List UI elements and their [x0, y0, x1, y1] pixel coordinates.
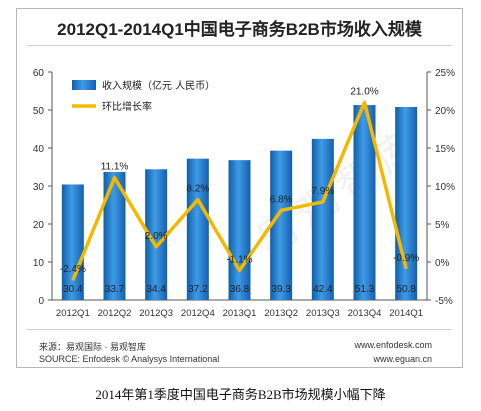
right-tick-label: -5%	[435, 296, 453, 307]
left-tick-label: 50	[33, 106, 45, 117]
bar-value-label: 33.7	[105, 284, 125, 295]
x-tick-label: 2013Q4	[348, 308, 382, 319]
bar-value-label: 36.8	[230, 284, 250, 295]
left-tick-label: 30	[33, 182, 45, 193]
legend-line-label: 环比增长率	[102, 100, 152, 113]
x-tick-label: 2012Q1	[56, 308, 90, 319]
left-tick-label: 20	[33, 220, 45, 231]
figure-caption: 2014年第1季度中国电子商务B2B市场规模小幅下降	[95, 387, 386, 402]
line-value-label: -0.9%	[393, 253, 419, 264]
bar-2012Q2	[103, 171, 126, 300]
legend-bar-label: 收入规模（亿元 人民币）	[102, 79, 215, 92]
bar-value-label: 51.3	[355, 284, 375, 295]
x-tick-label: 2012Q3	[139, 308, 173, 319]
x-tick-label: 2014Q1	[389, 308, 423, 319]
bar-2013Q1	[228, 160, 251, 300]
right-tick-label: 0%	[435, 258, 450, 269]
line-value-label: 11.1%	[101, 162, 129, 173]
x-tick-label: 2013Q3	[306, 308, 340, 319]
left-tick-label: 0	[38, 296, 44, 307]
bar-2012Q3	[145, 169, 168, 300]
bar-2014Q1	[395, 106, 418, 301]
bar-value-label: 37.2	[188, 284, 208, 295]
right-tick-label: 15%	[435, 144, 455, 155]
x-tick-label: 2012Q4	[181, 308, 215, 319]
bar-2013Q4	[353, 105, 376, 300]
site-enfodesk: www.enfodesk.com	[354, 340, 432, 350]
line-value-label: 6.8%	[270, 194, 293, 205]
line-value-label: 8.2%	[186, 184, 209, 195]
bar-2012Q1	[61, 184, 84, 300]
bar-value-label: 30.4	[63, 284, 83, 295]
growth-line	[71, 100, 408, 281]
line-value-label: -1.1%	[226, 254, 252, 265]
right-tick-label: 10%	[435, 182, 455, 193]
chart-title: 2012Q1-2014Q1中国电子商务B2B市场收入规模	[57, 20, 422, 39]
chart-frame: 2012Q1-2014Q1中国电子商务B2B市场收入规模 易观智库 来源：易观国…	[16, 8, 463, 368]
line-value-label: -2.4%	[60, 264, 86, 275]
left-tick-label: 60	[33, 68, 45, 79]
footer-divider	[27, 329, 452, 330]
x-tick-label: 2013Q2	[264, 308, 298, 319]
x-tick-label: 2013Q1	[223, 308, 257, 319]
bar-value-label: 34.4	[146, 284, 166, 295]
legend-bar-swatch	[72, 80, 96, 90]
bar-value-label: 42.4	[313, 284, 333, 295]
left-tick-label: 40	[33, 144, 45, 155]
left-tick-label: 10	[33, 258, 45, 269]
line-value-label: 7.9%	[311, 186, 334, 197]
right-tick-label: 5%	[435, 220, 450, 231]
title-divider	[27, 45, 452, 46]
bar-2012Q4	[186, 158, 209, 300]
x-tick-label: 2012Q2	[98, 308, 132, 319]
source-en: SOURCE: Enfodesk © Analysys Internationa…	[39, 354, 220, 364]
site-eguan: www.eguan.cn	[373, 354, 432, 364]
right-tick-label: 25%	[435, 68, 455, 79]
bar-value-label: 50.8	[396, 284, 416, 295]
right-tick-label: 20%	[435, 106, 455, 117]
line-value-label: 2.0%	[145, 231, 168, 242]
bar-value-label: 39.3	[271, 284, 291, 295]
combo-chart: 0 10 20 30 40 50 60 -5% 0% 5% 10% 15% 20% 25% 2012Q1 20…	[33, 68, 455, 319]
bar-2013Q2	[270, 150, 293, 300]
line-value-label: 21.0%	[350, 86, 378, 97]
source-cn: 来源：易观国际 · 易观智库	[39, 342, 146, 352]
bar-2013Q3	[311, 138, 334, 300]
